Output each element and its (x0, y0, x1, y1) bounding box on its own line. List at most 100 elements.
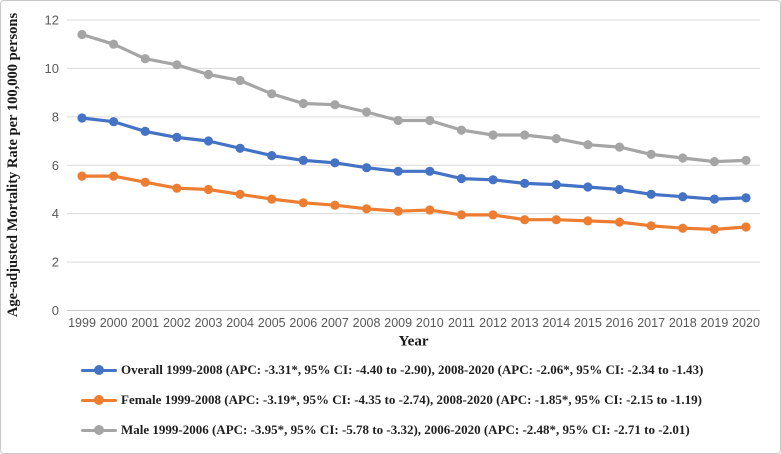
series-line-female (80, 174, 748, 231)
y-tick-label: 0 (52, 303, 59, 318)
legend-marker-overall-icon (81, 364, 117, 376)
series-line-male (80, 32, 748, 164)
y-tick-label: 2 (52, 255, 59, 270)
data-point-male (330, 100, 340, 110)
legend-dot-swatch (94, 395, 104, 405)
data-point-male (520, 130, 530, 140)
data-point-female (77, 171, 87, 181)
x-tick-label: 2020 (732, 316, 760, 330)
x-tick-label: 2004 (226, 316, 254, 330)
data-point-female (203, 184, 214, 195)
data-point-male (109, 39, 119, 49)
legend-dot-swatch (94, 365, 104, 375)
data-point-female (583, 216, 593, 226)
data-point-female (425, 205, 435, 215)
series-line-overall (80, 116, 748, 201)
data-point-female (551, 215, 561, 225)
data-point-overall (267, 151, 277, 161)
data-point-male (614, 142, 625, 152)
data-point-male (678, 153, 688, 163)
x-tick-label: 2011 (448, 316, 475, 330)
y-tick-label: 4 (52, 206, 59, 221)
legend-item-female: Female 1999-2008 (APC: -3.19*, 95% CI: -… (81, 390, 780, 410)
x-tick-label: 2013 (511, 316, 539, 330)
data-point-overall (741, 193, 751, 203)
x-tick-label: 2016 (606, 316, 634, 330)
y-tick-label: 6 (52, 158, 59, 173)
data-point-male (172, 60, 182, 70)
data-point-male (551, 134, 561, 144)
data-point-overall (361, 163, 372, 173)
data-point-overall (709, 194, 719, 204)
data-point-male (77, 29, 87, 40)
y-tick-label: 10 (45, 61, 59, 76)
data-point-male (488, 130, 498, 140)
x-tick-label: 2009 (384, 316, 412, 330)
data-point-overall (614, 184, 625, 195)
x-tick-label: 2002 (163, 316, 191, 330)
data-point-female (646, 221, 656, 231)
data-point-female (741, 222, 751, 232)
data-point-female (520, 215, 530, 225)
x-tick-label: 2010 (416, 316, 444, 330)
legend-label-female: Female 1999-2008 (APC: -3.19*, 95% CI: -… (121, 392, 702, 407)
x-tick-label: 2007 (321, 316, 349, 330)
y-axis-title: Age-adjusted Mortality Rate per 100,000 … (5, 13, 21, 318)
y-tick-label: 8 (52, 109, 59, 124)
data-point-overall (646, 189, 656, 199)
data-point-female (678, 223, 688, 233)
y-tick-label: 12 (45, 13, 59, 28)
data-point-male (741, 155, 751, 165)
data-point-overall (235, 143, 245, 153)
data-point-female (614, 217, 625, 227)
data-point-overall (520, 178, 530, 188)
x-tick-label: 2014 (542, 316, 570, 330)
data-point-male (583, 140, 593, 150)
x-tick-label: 2001 (131, 316, 159, 330)
data-point-male (298, 98, 308, 109)
data-point-overall (456, 174, 467, 184)
data-point-overall (393, 166, 403, 176)
legend-item-male: Male 1999-2006 (APC: -3.95*, 95% CI: -5.… (81, 420, 780, 440)
data-point-male (709, 157, 719, 167)
legend-label-male: Male 1999-2006 (APC: -3.95*, 95% CI: -5.… (121, 422, 690, 437)
data-point-female (298, 198, 308, 208)
data-point-overall (488, 175, 498, 185)
data-point-female (709, 224, 719, 234)
data-point-female (172, 183, 182, 193)
x-tick-label: 2012 (479, 316, 507, 330)
data-point-female (361, 204, 372, 214)
legend-marker-male-icon (81, 424, 117, 436)
data-point-male (456, 125, 467, 135)
data-point-male (267, 89, 277, 99)
x-tick-label: 2017 (637, 316, 665, 330)
legend-label-overall: Overall 1999-2008 (APC: -3.31*, 95% CI: … (121, 362, 704, 377)
data-point-overall (172, 132, 182, 142)
data-point-female (140, 177, 150, 187)
data-point-male (393, 115, 403, 126)
data-point-male (203, 69, 214, 80)
x-tick-label: 2005 (258, 316, 286, 330)
data-point-overall (298, 155, 308, 165)
legend-dot-swatch (94, 425, 104, 435)
data-point-overall (109, 117, 119, 127)
x-tick-label: 2018 (669, 316, 697, 330)
data-point-overall (203, 136, 214, 146)
x-tick-label: 2006 (289, 316, 317, 330)
data-point-overall (583, 182, 593, 192)
x-tick-label: 2000 (100, 316, 128, 330)
data-point-female (488, 210, 498, 220)
data-point-overall (425, 166, 435, 176)
data-point-male (140, 54, 150, 64)
legend-marker-female-icon (81, 394, 117, 406)
data-point-female (109, 171, 119, 181)
x-tick-label: 2015 (574, 316, 602, 330)
data-point-overall (551, 180, 561, 190)
data-point-female (456, 210, 467, 220)
data-point-male (235, 75, 245, 86)
x-tick-label: 1999 (68, 316, 96, 330)
data-point-female (393, 206, 403, 216)
x-tick-label: 2003 (195, 316, 223, 330)
